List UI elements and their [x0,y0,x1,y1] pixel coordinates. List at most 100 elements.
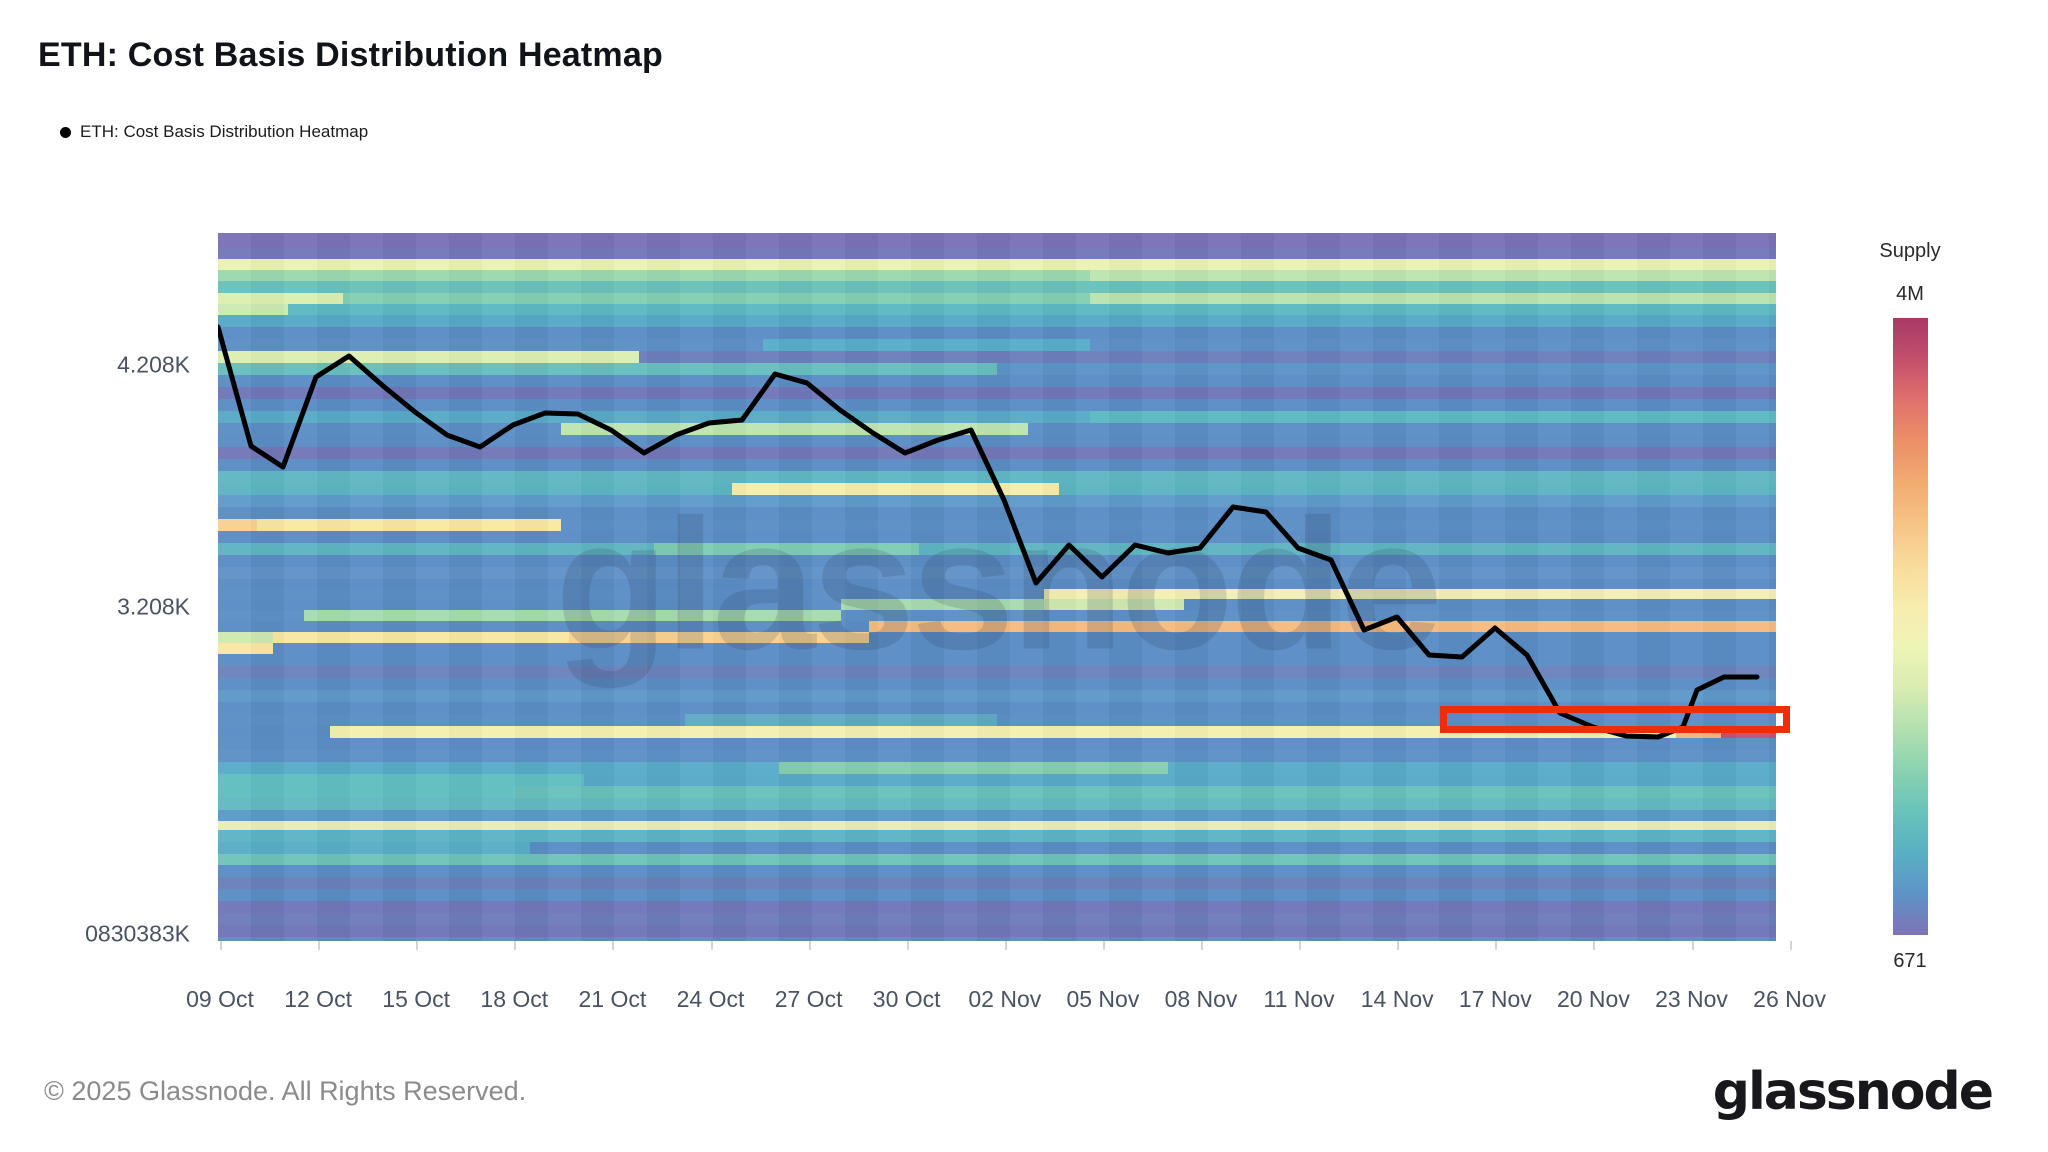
x-axis-tick-mark [1397,941,1400,950]
x-axis-tick-label: 30 Oct [872,986,941,1012]
heatmap-row-segment [1090,411,1776,423]
heatmap-row-segment [218,293,343,304]
x-axis-tick-mark [1102,941,1105,950]
x-axis-tick-label: 08 Nov [1164,986,1238,1012]
heatmap-row [218,304,1776,315]
x-axis-tick-mark [1004,941,1007,950]
heatmap-row [218,471,1776,483]
heatmap-row [218,937,1776,941]
x-axis-tick-mark [808,941,811,950]
heatmap-row [218,435,1776,447]
heatmap-row-segment [218,774,585,786]
heatmap-row-segment [256,519,561,531]
heatmap-row [218,327,1776,339]
heatmap-row-segment [778,762,1169,774]
x-axis-tick-mark [318,941,321,950]
heatmap-row [218,507,1776,519]
heatmap-row [218,375,1776,387]
heatmap-row [218,411,1776,423]
colorbar-min-label: 671 [1893,950,1927,972]
x-axis-tick-mark [710,941,713,950]
heatmap-row [218,842,1776,854]
x-axis-tick-mark [220,941,222,950]
colorbar-title: Supply [1879,240,1941,262]
annotation-highlight-box [1440,706,1790,733]
legend-series-dot-icon [60,126,71,138]
heatmap-row [218,738,1776,750]
heatmap-row [218,351,1776,363]
heatmap-row-segment [303,610,842,621]
heatmap-row [218,889,1776,901]
y-axis-tick-label: 4.208K [117,351,190,378]
heatmap-row [218,798,1776,810]
heatmap-row [218,293,1776,304]
heatmap-row [218,259,1776,270]
heatmap-plot[interactable]: glassnode [218,233,1790,941]
x-axis-tick-label: 23 Nov [1655,986,1728,1012]
x-axis-tick-label: 14 Nov [1360,986,1434,1012]
x-axis-tick-mark [906,941,909,950]
heatmap-row [218,702,1776,714]
heatmap-row-segment [330,726,1677,738]
heatmap-row [218,714,1776,726]
heatmap-row-segment [997,363,1776,375]
heatmap-row-segment [218,786,515,798]
heatmap-row-segment [654,543,920,555]
heatmap-row [218,315,1776,327]
glassnode-logo: glassnode [1712,1062,1994,1122]
x-axis-tick-mark [1789,941,1792,950]
heatmap-row [218,233,1776,247]
x-axis-tick-mark [1495,941,1498,950]
heatmap-rows-layer: glassnode [218,233,1776,941]
footer-copyright: © 2025 Glassnode. All Rights Reserved. [44,1076,527,1106]
heatmap-row [218,447,1776,459]
heatmap-row [218,589,1776,599]
page-title: ETH: Cost Basis Distribution Heatmap [38,36,663,74]
x-axis-tick-label: 26 Nov [1753,986,1827,1012]
y-axis-tick-label: 3.208K [117,593,190,620]
heatmap-row [218,599,1776,610]
heatmap-row [218,762,1776,774]
x-axis-tick-label: 18 Oct [480,986,549,1012]
x-axis-tick-mark [612,941,615,950]
x-axis-tick-mark [514,941,517,950]
heatmap-row-segment [218,643,273,654]
colorbar-max-label: 4M [1896,283,1924,305]
heatmap-row-segment [763,339,1091,351]
heatmap-row [218,865,1776,877]
heatmap-row-segment [272,632,569,643]
heatmap-row [218,774,1776,786]
heatmap-row [218,531,1776,543]
heatmap-row [218,519,1776,531]
heatmap-row [218,567,1776,579]
x-axis-tick-mark [1299,941,1302,950]
y-axis-tick-label: 0830383K [85,920,190,947]
heatmap-row [218,399,1776,411]
heatmap-row [218,666,1776,678]
x-axis-tick-label: 02 Nov [968,986,1042,1012]
heatmap-row [218,270,1776,281]
heatmap-row-segment [1090,293,1776,304]
heatmap-row [218,387,1776,399]
heatmap-row [218,643,1776,654]
x-axis-tick-mark [1201,941,1203,950]
heatmap-row [218,750,1776,762]
heatmap-row-segment [841,599,1044,610]
heatmap-row-segment [218,519,257,531]
price-line [218,324,1760,740]
heatmap-row [218,877,1776,889]
x-axis-tick-label: 05 Nov [1066,986,1140,1012]
colorbar-gradient [1893,318,1928,935]
legend-item[interactable]: ETH: Cost Basis Distribution Heatmap [60,122,368,142]
x-axis-tick-mark [1691,941,1694,950]
heatmap-row-segment [218,842,530,854]
heatmap-row-segment [218,632,273,643]
heatmap-row-segment [1043,599,1184,610]
heatmap-row [218,610,1776,621]
heatmap-row-segment [1043,589,1776,599]
heatmap-column-texture [218,233,1776,941]
heatmap-row-segment [869,621,1776,632]
x-axis-tick-label: 09 Oct [186,986,254,1012]
heatmap-row [218,913,1776,925]
